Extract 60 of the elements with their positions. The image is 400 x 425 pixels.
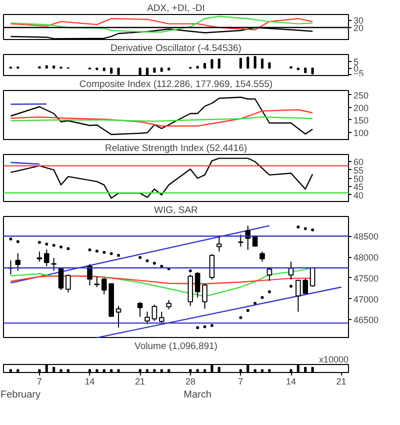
y-tick-label: 46500 — [354, 315, 379, 326]
point — [95, 250, 98, 253]
candlestick — [238, 234, 244, 248]
y-tick-label: 200 — [354, 102, 369, 113]
candlestick — [44, 249, 50, 267]
candlestick — [51, 257, 56, 272]
y-tick-label: 50 — [354, 174, 364, 184]
x-tick-label: 21 — [336, 376, 346, 386]
x-tick-label: 7 — [36, 376, 42, 386]
y-tick-label: 60 — [354, 157, 364, 168]
x-tick-label: 28 — [185, 376, 196, 386]
candlestick — [58, 266, 64, 291]
chart-title: Volume (1,096,891) — [134, 341, 218, 352]
y-tick-label: 47000 — [354, 294, 379, 304]
point — [66, 247, 70, 250]
point — [88, 248, 92, 252]
point — [268, 290, 271, 294]
y-tick-label: 250 — [354, 90, 369, 100]
chart-title: ADX, +DI, -DI — [147, 3, 205, 14]
point — [290, 284, 292, 288]
y-tick-label: 100 — [354, 128, 369, 138]
point — [38, 240, 41, 244]
point — [52, 244, 56, 247]
y-tick-label: 30 — [354, 16, 364, 26]
y-tick-label: 47500 — [354, 273, 379, 284]
candlestick — [87, 264, 92, 286]
point — [102, 250, 106, 254]
candlestick — [245, 225, 251, 250]
y-tick-label: 55 — [354, 165, 364, 176]
text: March — [184, 390, 212, 400]
point — [304, 227, 307, 230]
y-tick-label: 48500 — [354, 232, 379, 242]
candlestick — [260, 251, 265, 262]
x-tick-label: 14 — [286, 376, 296, 386]
y-tick-label: 48000 — [354, 252, 379, 263]
point — [311, 228, 314, 232]
x-tick-label: 14 — [84, 376, 95, 386]
x-tick-label: 7 — [238, 376, 244, 386]
chart-title: Composite Index (112.286, 177.969, 154.555) — [79, 79, 273, 90]
text: x10000 — [318, 354, 349, 364]
y-tick-label: 45 — [354, 182, 364, 192]
chart-title: Relative Strength Index (52.4416) — [104, 143, 248, 154]
chart-title: WIG, SAR — [154, 205, 198, 216]
x-tick-label: 21 — [135, 376, 146, 386]
chart-title: Derivative Oscillator (-4.54536) — [110, 43, 242, 54]
point — [45, 242, 48, 246]
point — [260, 296, 264, 300]
candlestick — [15, 252, 21, 272]
candlestick — [66, 274, 71, 294]
candlestick — [94, 276, 100, 288]
y-tick-label: 40 — [354, 190, 364, 200]
point — [60, 246, 62, 248]
point — [296, 225, 300, 228]
point — [246, 309, 250, 312]
point — [239, 316, 242, 320]
text: February — [0, 390, 41, 400]
point — [110, 252, 113, 256]
candlestick — [266, 266, 272, 282]
y-tick-label: 150 — [354, 115, 369, 126]
y-tick-label: 20 — [354, 23, 364, 34]
